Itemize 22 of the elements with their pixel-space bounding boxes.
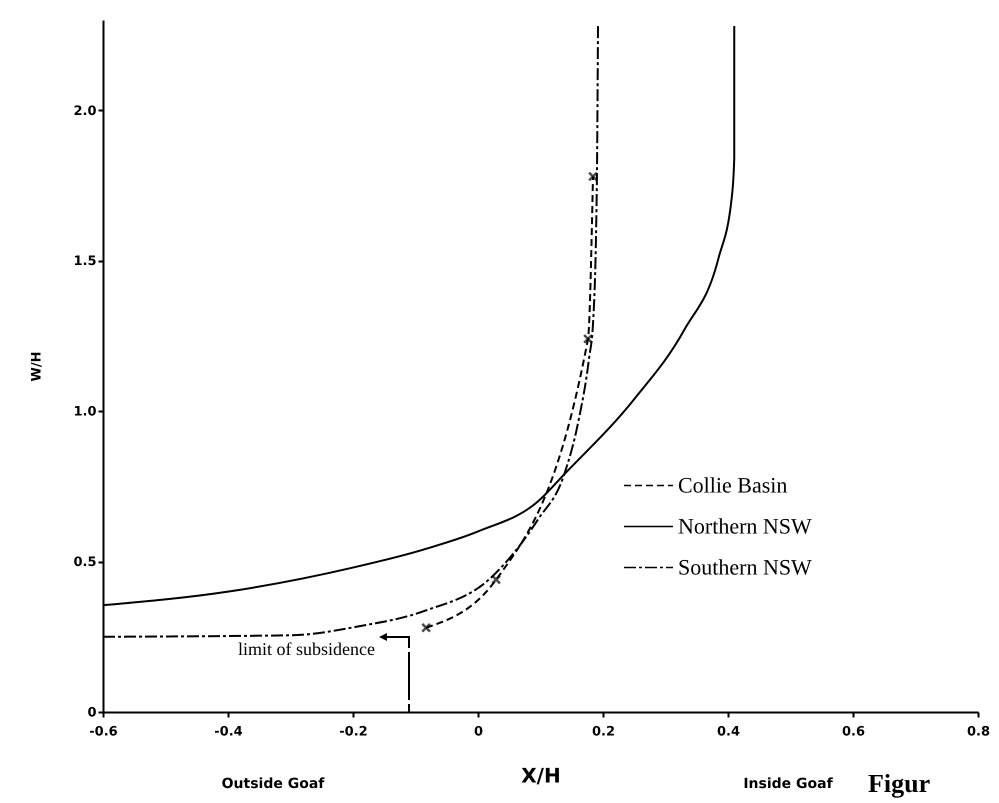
x-axis-title: X/H [521,764,561,788]
x-tick-label: 0.4 [716,724,740,740]
y-axis-title: W/H [29,352,44,382]
y-tick-label: 1.5 [73,254,96,270]
y-tick-label: 0.5 [73,555,96,570]
y-tick-label: 1.0 [73,404,96,420]
x-tick-label: 0.8 [966,724,990,740]
legend-label: Collie Basin [678,472,788,498]
x-tick-label: -0.4 [214,724,243,740]
annotation: limit of subsidence [238,639,376,659]
text: Figur [868,769,930,798]
x-tick-label: 0.2 [592,724,616,740]
y-tick-label: 0 [87,706,96,720]
legend-label: Northern NSW [678,514,812,538]
legend-label: Southern NSW [678,554,812,580]
x-tick-label: 0 [474,724,484,740]
text: Outside Goaf [222,776,326,792]
x-tick-label: -0.2 [339,724,368,740]
y-tick-label: 2.0 [73,104,96,119]
x-tick-label: -0.6 [89,724,118,740]
text: Inside Goaf [743,776,834,792]
x-tick-label: 0.6 [842,724,866,740]
